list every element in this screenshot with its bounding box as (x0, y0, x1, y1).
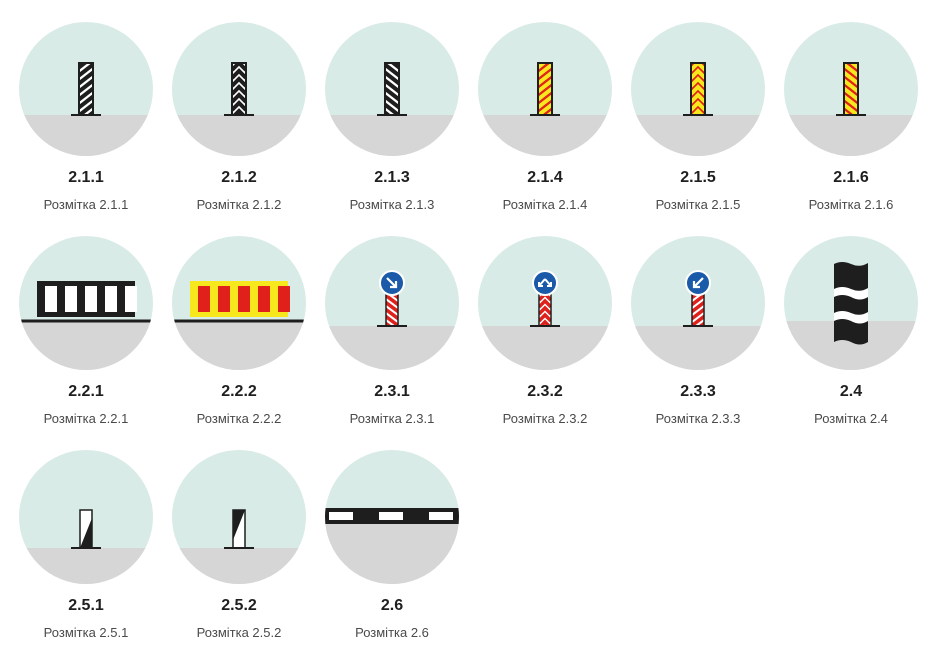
marking-illustration[interactable] (19, 236, 153, 370)
marking-illustration[interactable] (631, 22, 765, 156)
small-post-diagonal-icon (19, 509, 153, 584)
curb-black-white-stripes-icon (325, 508, 459, 584)
marking-card-2-3-2[interactable]: 2.3.2 Розмітка 2.3.2 (475, 236, 615, 427)
marking-code: 2.1.6 (833, 169, 869, 186)
post-with-blue-sign-keep-both-sides-icon (478, 270, 612, 370)
marking-illustration[interactable] (19, 450, 153, 584)
marking-illustration[interactable] (784, 22, 918, 156)
marking-caption[interactable]: Розмітка 2.3.2 (502, 411, 588, 426)
marking-card-2-1-6[interactable]: 2.1.6 Розмітка 2.1.6 (781, 22, 921, 213)
marking-illustration[interactable] (325, 22, 459, 156)
marking-illustration[interactable] (172, 450, 306, 584)
marking-card-2-3-1[interactable]: 2.3.1 Розмітка 2.3.1 (322, 236, 462, 427)
barrier-red-yellow-stripes-icon (172, 281, 306, 370)
marking-card-2-1-1[interactable]: 2.1.1 Розмітка 2.1.1 (16, 22, 156, 213)
barrier-black-white-stripes-icon (19, 281, 153, 370)
marking-code: 2.6 (380, 597, 404, 614)
post-red-yellow-diagonal-stripes-reverse-icon (784, 62, 918, 156)
marking-card-2-4[interactable]: 2.4 Розмітка 2.4 (781, 236, 921, 427)
post-red-yellow-diagonal-stripes-icon (478, 62, 612, 156)
marking-code: 2.5.2 (221, 597, 257, 614)
post-with-blue-sign-keep-right-icon (325, 270, 459, 370)
post-white-black-diagonal-stripes-icon (19, 62, 153, 156)
marking-code: 2.2.1 (68, 383, 104, 400)
post-red-yellow-chevrons-icon (631, 62, 765, 156)
marking-card-2-1-4[interactable]: 2.1.4 Розмітка 2.1.4 (475, 22, 615, 213)
marking-card-2-5-1[interactable]: 2.5.1 Розмітка 2.5.1 (16, 450, 156, 641)
marking-code: 2.4 (839, 383, 863, 400)
marking-code: 2.1.5 (680, 169, 716, 186)
post-with-blue-sign-keep-left-icon (631, 270, 765, 370)
marking-illustration[interactable] (631, 236, 765, 370)
marking-card-2-5-2[interactable]: 2.5.2 Розмітка 2.5.2 (169, 450, 309, 641)
column-black-white-bands-icon (784, 262, 918, 370)
marking-caption[interactable]: Розмітка 2.3.3 (655, 411, 741, 426)
marking-caption[interactable]: Розмітка 2.2.1 (43, 411, 129, 426)
marking-caption[interactable]: Розмітка 2.5.1 (43, 625, 129, 640)
marking-card-2-1-3[interactable]: 2.1.3 Розмітка 2.1.3 (322, 22, 462, 213)
small-post-diagonal-reverse-icon (172, 509, 306, 584)
marking-caption[interactable]: Розмітка 2.1.2 (196, 197, 282, 212)
marking-code: 2.3.2 (527, 383, 563, 400)
marking-illustration[interactable] (478, 236, 612, 370)
marking-caption[interactable]: Розмітка 2.4 (814, 411, 888, 426)
marking-illustration[interactable] (325, 236, 459, 370)
marking-illustration[interactable] (325, 450, 459, 584)
marking-caption[interactable]: Розмітка 2.5.2 (196, 625, 282, 640)
marking-caption[interactable]: Розмітка 2.6 (355, 625, 429, 640)
marking-card-2-2-1[interactable]: 2.2.1 Розмітка 2.2.1 (16, 236, 156, 427)
marking-caption[interactable]: Розмітка 2.2.2 (196, 411, 282, 426)
marking-caption[interactable]: Розмітка 2.1.1 (43, 197, 129, 212)
marking-caption[interactable]: Розмітка 2.3.1 (349, 411, 435, 426)
marking-code: 2.5.1 (68, 597, 104, 614)
marking-illustration[interactable] (19, 22, 153, 156)
post-white-black-diagonal-stripes-reverse-icon (325, 62, 459, 156)
post-white-black-chevrons-icon (172, 62, 306, 156)
marking-code: 2.1.3 (374, 169, 410, 186)
marking-caption[interactable]: Розмітка 2.1.6 (808, 197, 894, 212)
marking-illustration[interactable] (172, 22, 306, 156)
marking-card-2-3-3[interactable]: 2.3.3 Розмітка 2.3.3 (628, 236, 768, 427)
marking-illustration[interactable] (478, 22, 612, 156)
marking-card-2-1-2[interactable]: 2.1.2 Розмітка 2.1.2 (169, 22, 309, 213)
marking-caption[interactable]: Розмітка 2.1.3 (349, 197, 435, 212)
marking-code: 2.3.3 (680, 383, 716, 400)
marking-card-2-6[interactable]: 2.6 Розмітка 2.6 (322, 450, 462, 641)
marking-code: 2.3.1 (374, 383, 410, 400)
marking-code: 2.1.4 (527, 169, 563, 186)
marking-caption[interactable]: Розмітка 2.1.5 (655, 197, 741, 212)
marking-card-2-2-2[interactable]: 2.2.2 Розмітка 2.2.2 (169, 236, 309, 427)
marking-caption[interactable]: Розмітка 2.1.4 (502, 197, 588, 212)
marking-code: 2.2.2 (221, 383, 257, 400)
marking-illustration[interactable] (172, 236, 306, 370)
marking-code: 2.1.2 (221, 169, 257, 186)
marking-card-2-1-5[interactable]: 2.1.5 Розмітка 2.1.5 (628, 22, 768, 213)
marking-code: 2.1.1 (68, 169, 104, 186)
marking-illustration[interactable] (784, 236, 918, 370)
